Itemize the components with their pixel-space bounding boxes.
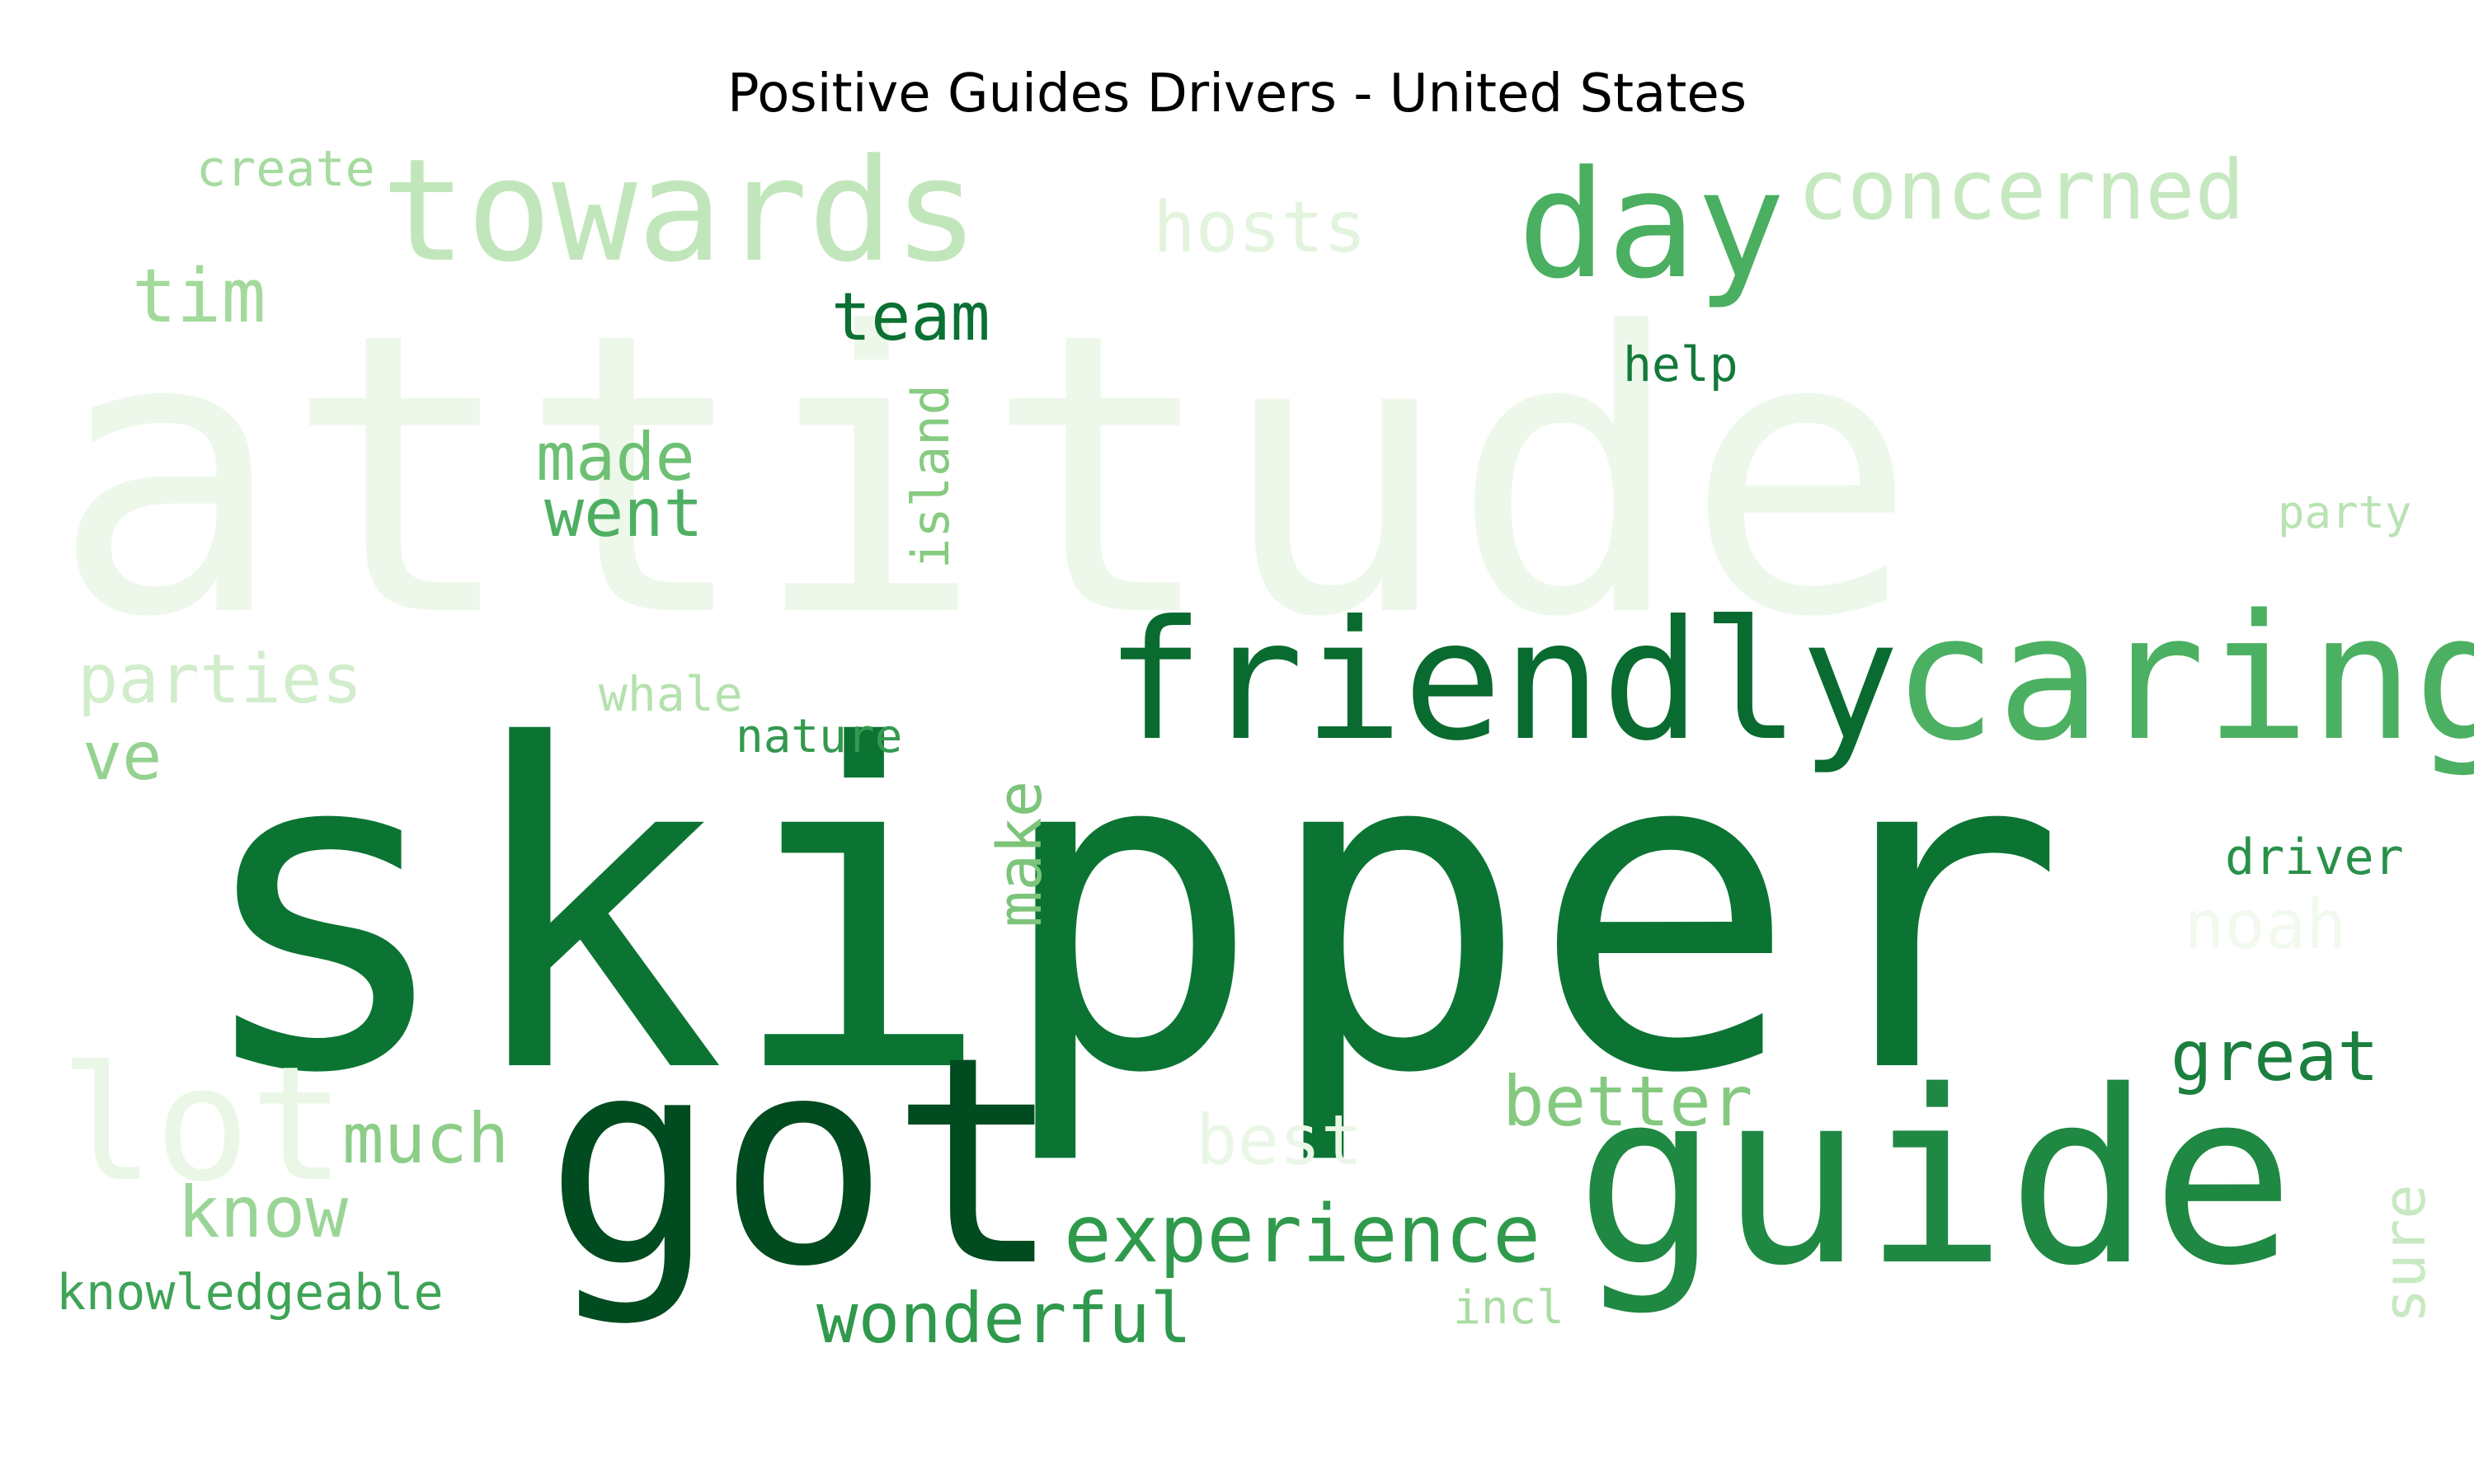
word-towards: towards <box>381 128 979 294</box>
word-parties: parties <box>78 641 363 719</box>
word-experience: experience <box>1064 1188 1540 1280</box>
word-tim: tim <box>132 253 266 340</box>
word-better: better <box>1503 1061 1752 1142</box>
chart-title: Positive Guides Drivers - United States <box>727 63 1747 124</box>
word-wonderful: wonderful <box>816 1278 1192 1359</box>
word-sure: sure <box>2371 1184 2439 1323</box>
word-make: make <box>985 781 1056 928</box>
word-made: made <box>536 419 695 495</box>
word-best: best <box>1196 1100 1362 1181</box>
word-guide: guide <box>1575 1040 2295 1318</box>
word-nature: nature <box>736 710 902 763</box>
word-island: island <box>901 384 961 569</box>
word-know: know <box>177 1172 348 1254</box>
word-lot: lot <box>59 1033 346 1217</box>
word-help: help <box>1623 336 1738 392</box>
word-create: create <box>196 140 375 198</box>
word-incl: incl <box>1453 1281 1564 1335</box>
word-ve: ve <box>82 718 162 795</box>
word-day: day <box>1517 139 1785 312</box>
word-went: went <box>544 475 703 552</box>
word-driver: driver <box>2225 829 2404 886</box>
word-skipper: skipper <box>190 653 2067 1171</box>
word-great: great <box>2171 1016 2379 1097</box>
word-caring: caring <box>1893 577 2474 779</box>
word-party: party <box>2278 486 2412 538</box>
word-team: team <box>831 279 990 355</box>
word-concerned: concerned <box>1798 142 2245 238</box>
word-hosts: hosts <box>1153 186 1366 269</box>
word-much: much <box>342 1098 509 1179</box>
word-got: got <box>544 996 1063 1330</box>
word-whale: whale <box>599 666 743 722</box>
word-attitude: attitude <box>51 251 1918 702</box>
word-noah: noah <box>2184 886 2346 965</box>
word-friendly: friendly <box>1105 585 1899 777</box>
word-knowledgeable: knowledgeable <box>56 1264 444 1322</box>
